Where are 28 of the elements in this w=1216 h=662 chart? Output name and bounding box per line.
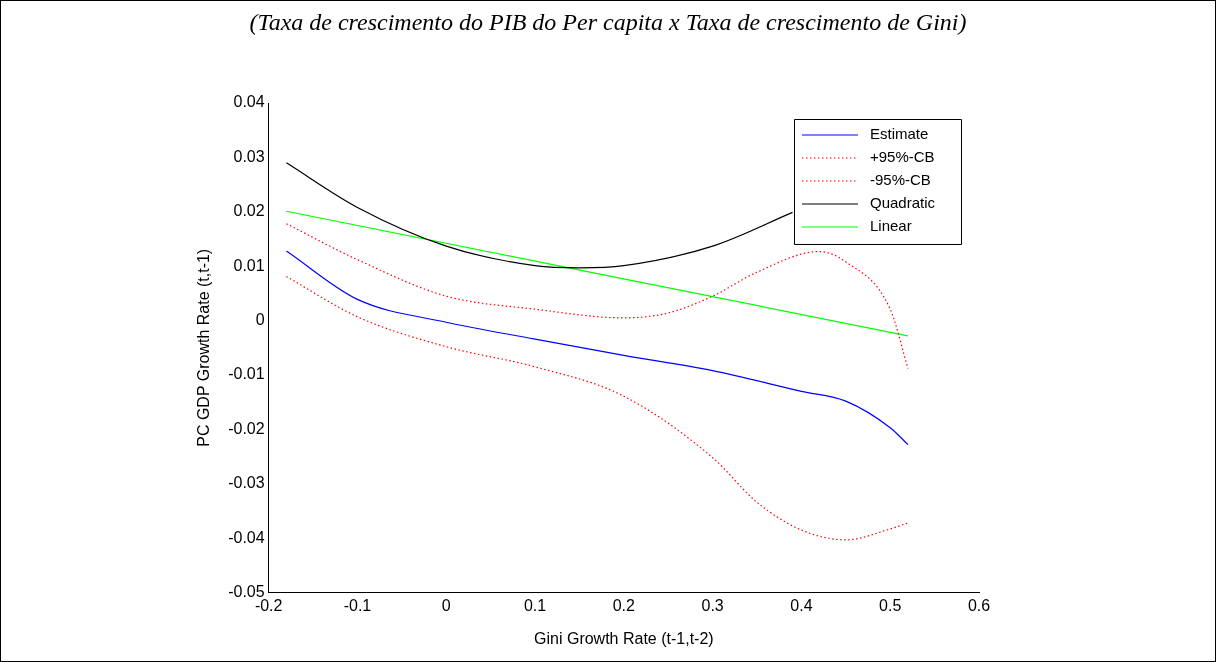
y-axis-title: PC GDP Growth Rate (t,t-1) — [195, 248, 213, 447]
x-tick-label: 0.6 — [967, 596, 991, 614]
x-tick-label: 0.4 — [790, 596, 813, 614]
x-tick-label: 0.5 — [879, 596, 902, 614]
chart-title: (Taxa de crescimento do PIB do Per capita x Taxa de crescimento de Gini) — [248, 9, 968, 36]
y-tick-label: 0.02 — [233, 202, 265, 220]
legend-label: Quadratic — [870, 194, 936, 212]
y-tick-label: -0.02 — [228, 419, 265, 437]
x-tick-label: 0.3 — [701, 596, 724, 614]
y-tick-label: -0.04 — [228, 528, 265, 546]
legend-label: +95%-CB — [870, 148, 935, 166]
y-tick-label: 0 — [255, 311, 265, 329]
x-tick-label: 0 — [441, 596, 451, 614]
x-tick-label: -0.1 — [343, 596, 372, 614]
y-tick-label: -0.01 — [228, 365, 265, 383]
legend-label: Estimate — [870, 125, 929, 143]
x-tick-label: -0.2 — [254, 596, 283, 614]
x-tick-label: 0.1 — [523, 596, 547, 614]
y-tick-label: -0.03 — [228, 474, 265, 492]
y-tick-label: 0.03 — [233, 147, 265, 165]
x-tick-label: 0.2 — [612, 596, 636, 614]
y-tick-label: 0.01 — [233, 256, 265, 274]
x-axis-title: Gini Growth Rate (t-1,t-2) — [534, 629, 714, 647]
y-tick-label: 0.04 — [233, 93, 265, 111]
line-series — [285, 250, 909, 446]
legend-label: -95%-CB — [870, 171, 931, 189]
line-series — [285, 275, 909, 541]
legend-label: Linear — [870, 217, 912, 235]
